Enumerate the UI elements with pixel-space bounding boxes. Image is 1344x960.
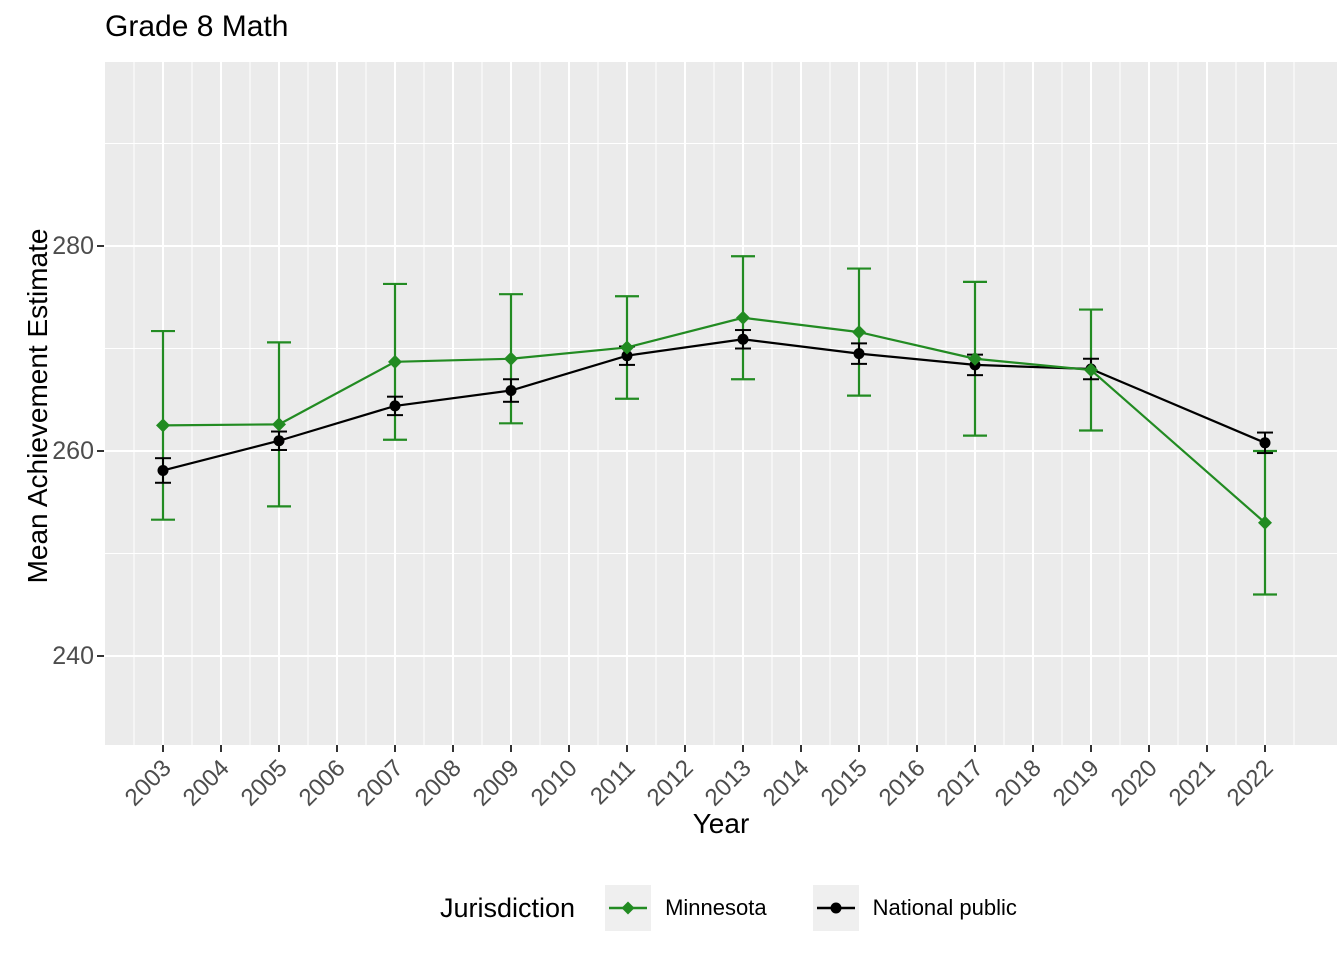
- x-tick-mark: [220, 745, 222, 752]
- legend-title: Jurisdiction: [440, 892, 576, 923]
- legend-entry-minnesota: Minnesota: [605, 885, 767, 931]
- x-tick-mark: [684, 745, 686, 752]
- x-tick-mark: [394, 745, 396, 752]
- x-tick-mark: [452, 745, 454, 752]
- x-tick-mark: [162, 745, 164, 752]
- x-tick-mark: [1090, 745, 1092, 752]
- chart-canvas: [105, 62, 1337, 745]
- x-tick-mark: [974, 745, 976, 752]
- x-tick-mark: [626, 745, 628, 752]
- x-tick-mark: [1032, 745, 1034, 752]
- x-tick-mark: [1264, 745, 1266, 752]
- legend: Jurisdiction Minnesota National public: [440, 880, 1017, 936]
- y-tick-mark: [97, 655, 104, 657]
- x-axis-title: Year: [692, 808, 750, 839]
- y-tick-mark: [97, 245, 104, 247]
- y-tick-label: 280: [52, 232, 94, 260]
- x-tick-mark: [568, 745, 570, 752]
- x-tick-mark: [336, 745, 338, 752]
- x-tick-mark: [278, 745, 280, 752]
- plot-panel: [105, 62, 1337, 745]
- y-axis-title: Mean Achievement Estimate: [22, 228, 53, 584]
- x-tick-mark: [742, 745, 744, 752]
- legend-label: National public: [872, 895, 1017, 920]
- legend-label: Minnesota: [665, 895, 767, 920]
- legend-key-swatch: [605, 885, 652, 931]
- x-tick-mark: [1148, 745, 1150, 752]
- y-tick-label: 240: [52, 642, 94, 670]
- legend-keys: Minnesota National public: [575, 885, 1017, 931]
- x-tick-mark: [800, 745, 802, 752]
- x-tick-mark: [1206, 745, 1208, 752]
- legend-entry-national-public: National public: [812, 885, 1017, 931]
- x-tick-mark: [916, 745, 918, 752]
- x-tick-mark: [510, 745, 512, 752]
- legend-key-swatch: [812, 885, 859, 931]
- y-tick-label: 260: [52, 437, 94, 465]
- y-tick-mark: [97, 450, 104, 452]
- x-tick-mark: [858, 745, 860, 752]
- plot-title: Grade 8 Math: [105, 10, 289, 43]
